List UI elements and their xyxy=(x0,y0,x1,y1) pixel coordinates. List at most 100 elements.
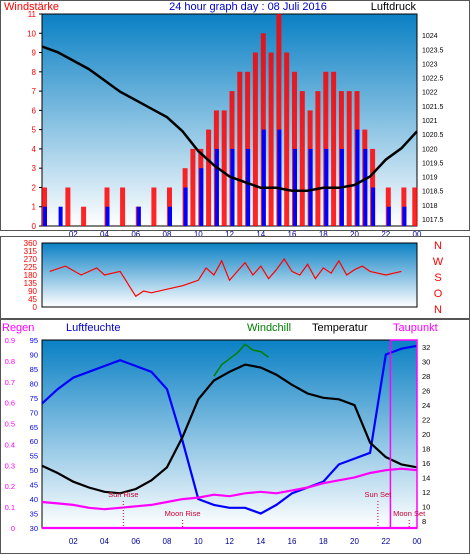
wind-average-bar xyxy=(43,206,47,226)
time-tick-label: 16 xyxy=(288,537,297,546)
pressure-y-tick-label: 1019 xyxy=(422,175,438,182)
rain-y-tick-label: 0.2 xyxy=(5,482,15,491)
humidity-y-tick-label: 55 xyxy=(30,452,38,461)
wind-gust-bar xyxy=(81,206,87,226)
windstaerke-label: Windstärke xyxy=(4,1,59,13)
time-tick-label: 20 xyxy=(350,230,359,239)
wind-average-bar xyxy=(277,129,282,226)
humidity-y-tick-label: 35 xyxy=(30,510,38,519)
luftfeuchte-label: Luftfeuchte xyxy=(66,322,120,334)
wind-average-bar xyxy=(230,148,235,226)
wind-gust-bar xyxy=(299,91,305,226)
time-tick-label: 10 xyxy=(194,230,203,239)
humidity-y-tick-label: 65 xyxy=(30,423,38,432)
wind-gust-bar xyxy=(315,91,321,226)
temperature-y-tick-label: 20 xyxy=(422,430,430,439)
pressure-y-tick-label: 1018.5 xyxy=(422,189,444,196)
compass-label-o: O xyxy=(434,288,443,300)
time-tick-label: 00 xyxy=(413,537,422,546)
rain-y-tick-label: 0 xyxy=(11,524,15,533)
temperatur-label: Temperatur xyxy=(312,322,368,334)
humidity-y-tick-label: 45 xyxy=(30,481,38,490)
time-tick-label: 08 xyxy=(163,537,172,546)
wind-y-tick-label: 6 xyxy=(32,106,37,115)
time-tick-label: 16 xyxy=(288,230,297,239)
panel1-ticks: 012345678910111017.510181018.510191019.5… xyxy=(27,10,443,239)
rain-marker-frame xyxy=(389,339,418,529)
time-tick-label: 20 xyxy=(350,537,359,546)
temperature-y-tick-label: 30 xyxy=(422,358,430,367)
wind-y-tick-label: 7 xyxy=(32,87,37,96)
wind-average-bar xyxy=(199,168,204,226)
pressure-y-tick-label: 1024 xyxy=(422,33,438,40)
wind-average-bar xyxy=(355,129,360,226)
wind-direction-line xyxy=(49,257,402,298)
time-tick-label: 06 xyxy=(131,537,140,546)
wind-gust-bar xyxy=(412,187,418,226)
temperature-lines-group: Sun Rise Moon Rise Sun Set Moon Set xyxy=(41,339,426,530)
wind-direction-plot-area xyxy=(41,242,418,308)
humidity-y-tick-label: 50 xyxy=(30,466,38,475)
time-tick-label: 02 xyxy=(69,537,78,546)
wind-gust-bar xyxy=(331,71,337,226)
humidity-y-tick-label: 90 xyxy=(30,351,38,360)
wind-y-tick-label: 5 xyxy=(32,126,37,135)
luftdruck-label: Luftdruck xyxy=(371,1,417,13)
time-tick-label: 04 xyxy=(100,230,109,239)
time-tick-label: 14 xyxy=(256,537,265,546)
annotation-label: Moon Rise xyxy=(165,509,201,518)
wind-average-bar xyxy=(214,148,219,226)
wind-y-tick-label: 4 xyxy=(32,145,37,154)
wind-average-bar xyxy=(136,206,141,226)
temperature-y-tick-label: 10 xyxy=(422,502,430,511)
pressure-y-tick-label: 1021.5 xyxy=(422,104,444,111)
pressure-line xyxy=(41,45,418,192)
wind-average-bars xyxy=(43,129,407,226)
time-tick-label: 22 xyxy=(381,537,390,546)
humidity-y-tick-label: 40 xyxy=(30,495,38,504)
humidity-y-tick-label: 95 xyxy=(30,336,38,345)
direction-y-tick-label: 360 xyxy=(24,239,38,248)
rain-y-tick-label: 0.6 xyxy=(5,399,15,408)
humidity-y-tick-label: 85 xyxy=(30,365,38,374)
time-tick-label: 02 xyxy=(69,230,78,239)
pressure-y-tick-label: 1017.5 xyxy=(422,217,444,224)
compass-label-w: W xyxy=(433,256,444,268)
rain-y-tick-label: 0.8 xyxy=(5,357,15,366)
wind-y-tick-label: 1 xyxy=(32,203,37,212)
dewpoint-line xyxy=(41,467,418,511)
wind-y-tick-label: 9 xyxy=(32,49,37,58)
wind-gust-bar xyxy=(252,52,258,226)
wind-y-tick-label: 2 xyxy=(32,184,37,193)
wind-average-bar xyxy=(371,187,376,226)
direction-y-tick-label: 270 xyxy=(24,255,38,264)
direction-y-tick-label: 135 xyxy=(24,279,38,288)
wind-gust-bar xyxy=(370,148,376,226)
time-tick-label: 18 xyxy=(319,230,328,239)
rain-y-tick-label: 0.4 xyxy=(5,440,15,449)
rain-y-tick-label: 0.3 xyxy=(5,461,15,470)
wind-average-bar xyxy=(402,206,407,226)
rain-y-tick-label: 0.1 xyxy=(5,503,15,512)
pressure-y-tick-label: 1023.5 xyxy=(422,47,444,54)
pressure-y-tick-label: 1021 xyxy=(422,118,438,125)
humidity-line xyxy=(41,344,418,515)
panel3-ticks: 0 0.1 0.2 0.3 0.4 0.5 0.6 0.7 0.8 0.9 30 35 40 45 50 55… xyxy=(5,336,431,546)
humidity-y-tick-label: 30 xyxy=(30,524,38,533)
wind-average-bar xyxy=(308,148,313,226)
humidity-y-tick-label: 60 xyxy=(30,437,38,446)
wind-average-bar xyxy=(168,206,172,226)
wind-average-bar xyxy=(386,206,391,226)
compass-label-n-bottom: N xyxy=(434,304,442,316)
direction-y-tick-label: 0 xyxy=(33,303,38,312)
pressure-y-tick-label: 1022.5 xyxy=(422,76,444,83)
time-tick-label: 14 xyxy=(256,230,265,239)
wind-gust-bar xyxy=(120,187,126,226)
direction-y-tick-label: 45 xyxy=(28,295,37,304)
temperature-y-tick-label: 12 xyxy=(422,488,430,497)
direction-y-tick-label: 90 xyxy=(28,287,37,296)
regen-label: Regen xyxy=(2,322,34,334)
